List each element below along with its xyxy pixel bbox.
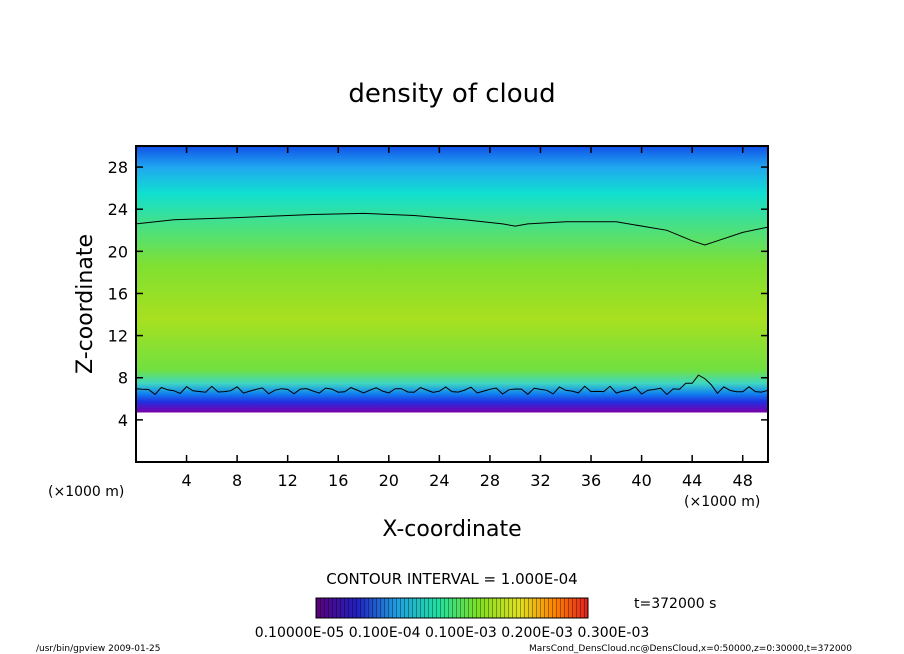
x-unit-label: (×1000 m) bbox=[48, 484, 124, 500]
y-tick-label: 24 bbox=[108, 200, 128, 219]
y-tick-label: 12 bbox=[108, 327, 128, 346]
x-tick-label: 16 bbox=[328, 471, 348, 490]
chart-title: density of cloud bbox=[348, 79, 555, 109]
y-tick-label: 8 bbox=[118, 369, 128, 388]
footer-right: MarsCond_DensCloud.nc@DensCloud,x=0:5000… bbox=[529, 644, 852, 654]
x-tick-label: 44 bbox=[682, 471, 702, 490]
x-tick-label: 32 bbox=[530, 471, 550, 490]
colorbar-stripes bbox=[316, 598, 588, 618]
x-tick-label: 36 bbox=[581, 471, 601, 490]
x-tick-label: 40 bbox=[631, 471, 651, 490]
y-tick-label: 28 bbox=[108, 158, 128, 177]
x-tick-label: 8 bbox=[232, 471, 242, 490]
x-axis-ticks: 4 8 12 16 20 24 28 32 36 40 44 48 bbox=[181, 146, 753, 490]
time-label: t=372000 s bbox=[634, 596, 716, 612]
x-tick-label: 20 bbox=[379, 471, 399, 490]
footer-left: /usr/bin/gpview 2009-01-25 bbox=[36, 644, 160, 654]
y-axis-ticks: 4 8 12 16 20 24 28 bbox=[108, 158, 768, 430]
cloud-base-contour bbox=[136, 374, 768, 396]
x-tick-label: 48 bbox=[733, 471, 753, 490]
plot-frame bbox=[135, 145, 769, 463]
x-tick-label: 24 bbox=[429, 471, 449, 490]
x-tick-label: 28 bbox=[480, 471, 500, 490]
y-tick-label: 16 bbox=[108, 284, 128, 303]
colorbar-labels: 0.10000E-05 0.100E-04 0.100E-03 0.200E-0… bbox=[255, 625, 650, 641]
y-tick-label: 4 bbox=[118, 411, 128, 430]
cloud-top-contour bbox=[136, 212, 768, 246]
x-unit-label-right: (×1000 m) bbox=[684, 494, 760, 510]
x-axis-label: X-coordinate bbox=[382, 517, 521, 542]
x-tick-label: 12 bbox=[278, 471, 298, 490]
y-axis-label: Z-coordinate bbox=[73, 234, 98, 374]
x-tick-label: 4 bbox=[181, 471, 191, 490]
y-tick-label: 20 bbox=[108, 242, 128, 261]
density-field bbox=[136, 146, 768, 413]
contour-interval-label: CONTOUR INTERVAL = 1.000E-04 bbox=[326, 570, 577, 588]
